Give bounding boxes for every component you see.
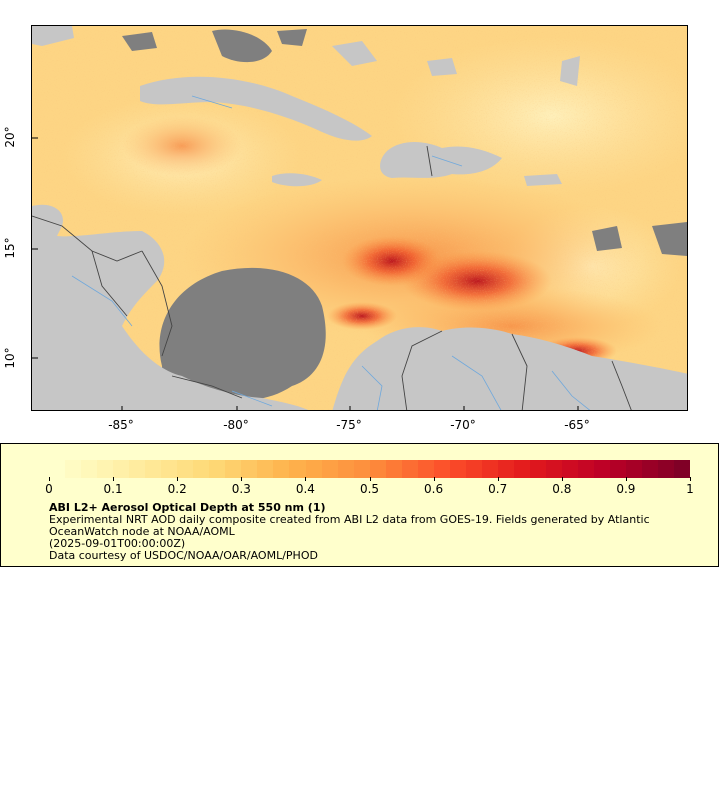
colorbar-segment	[481, 460, 498, 478]
lon-tick-marks	[121, 406, 579, 410]
colorbar-segment	[642, 460, 659, 478]
colorbar-segment	[594, 460, 611, 478]
colorbar-segment	[65, 460, 82, 478]
colorbar-segment	[401, 460, 418, 478]
colorbar-tick	[113, 477, 115, 481]
lat-label: 15°	[3, 237, 17, 259]
colorbar-tick-label: 0.6	[424, 482, 444, 496]
colorbar-segment	[81, 460, 98, 478]
lat-label: 10°	[3, 347, 17, 369]
colorbar-tick-label: 0.5	[359, 482, 380, 496]
colorbar-tick-label: 0.3	[231, 482, 251, 496]
legend-description: Experimental NRT AOD daily composite cre…	[49, 513, 650, 538]
colorbar-segment	[513, 460, 530, 478]
colorbar-segment	[193, 460, 210, 478]
colorbar-segment	[497, 460, 514, 478]
colorbar-tick-label: 0.1	[103, 482, 123, 496]
colorbar-tick	[561, 477, 563, 481]
colorbar-tick	[690, 477, 691, 481]
land-cuba	[140, 76, 372, 141]
lat-label: 20°	[3, 126, 17, 148]
colorbar-segment	[225, 460, 242, 478]
colorbar-tick	[241, 477, 243, 481]
colorbar-segment	[289, 460, 306, 478]
colorbar-segment	[129, 460, 146, 478]
colorbar-segment	[161, 460, 178, 478]
colorbar-segment	[273, 460, 290, 478]
rivers	[71, 95, 591, 410]
colorbar	[49, 460, 691, 478]
legend-title: ABI L2+ Aerosol Optical Depth at 550 nm …	[49, 501, 326, 514]
lat-tick-marks	[32, 137, 38, 359]
land-jamaica	[272, 173, 322, 187]
colorbar-tick	[433, 477, 435, 481]
colorbar-tick	[625, 477, 627, 481]
colorbar-tick-label: 0.7	[488, 482, 508, 496]
colorbar-segment	[257, 460, 274, 478]
colorbar-segment	[337, 460, 354, 478]
aod-map[interactable]	[31, 25, 688, 411]
colorbar-segment	[626, 460, 643, 478]
colorbar-segment	[449, 460, 466, 478]
colorbar-segment	[465, 460, 482, 478]
colorbar-tick-label: 0	[45, 482, 53, 496]
colorbar-segment	[385, 460, 402, 478]
colorbar-tick	[49, 477, 50, 481]
colorbar-segment	[658, 460, 675, 478]
legend-credit: Data courtesy of USDOC/NOAA/OAR/AOML/PHO…	[49, 549, 318, 562]
land-hispaniola	[380, 142, 502, 178]
country-borders	[32, 145, 632, 410]
colorbar-segment	[545, 460, 562, 478]
no-data-region	[159, 267, 326, 407]
colorbar-segment	[433, 460, 450, 478]
colorbar-tick-label: 0.9	[616, 482, 636, 496]
colorbar-segment	[305, 460, 322, 478]
colorbar-segment	[369, 460, 386, 478]
lon-label: -75°	[336, 418, 362, 432]
colorbar-segment	[113, 460, 130, 478]
colorbar-segment	[209, 460, 226, 478]
colorbar-tick	[305, 477, 307, 481]
colorbar-segment	[417, 460, 434, 478]
land-south-america	[332, 327, 687, 410]
legend-time: (2025-09-01T00:00:00Z)	[49, 537, 186, 550]
colorbar-tick	[497, 477, 499, 481]
colorbar-segment	[321, 460, 338, 478]
colorbar-tick	[369, 477, 371, 481]
colorbar-tick-label: 0.4	[295, 482, 315, 496]
colorbar-segment	[610, 460, 627, 478]
colorbar-segment	[562, 460, 579, 478]
colorbar-segment	[145, 460, 162, 478]
colorbar-segment	[49, 460, 66, 478]
colorbar-segment	[353, 460, 370, 478]
lon-label: -70°	[450, 418, 476, 432]
colorbar-segment	[674, 460, 691, 478]
colorbar-tick-label: 0.2	[167, 482, 187, 496]
colorbar-tick	[177, 477, 179, 481]
lon-label: -80°	[223, 418, 249, 432]
colorbar-segment	[529, 460, 546, 478]
colorbar-segment	[97, 460, 114, 478]
colorbar-segment	[241, 460, 258, 478]
colorbar-segment	[177, 460, 194, 478]
colorbar-tick-label: 1	[686, 482, 694, 496]
legend-panel: 0 0.1 0.2 0.3 0.4 0.5 0.6 0.7 0.8 0.9 1 ABI L2+ Ae…	[0, 443, 719, 567]
lon-label: -65°	[564, 418, 590, 432]
colorbar-segment	[578, 460, 595, 478]
colorbar-tick-label: 0.8	[552, 482, 572, 496]
aod-map-image	[32, 26, 687, 410]
lon-label: -85°	[108, 418, 134, 432]
land-central-america	[32, 204, 309, 410]
